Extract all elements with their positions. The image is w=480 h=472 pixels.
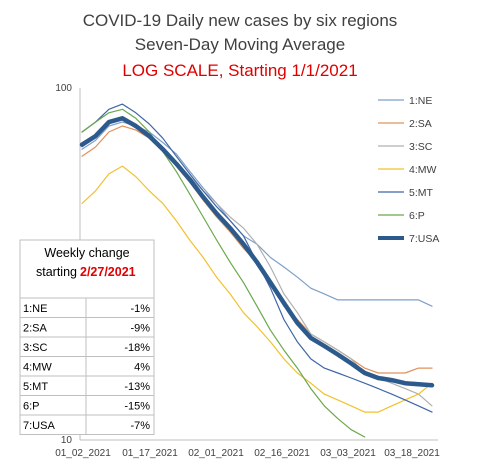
legend-label: 5:MT: [409, 187, 434, 199]
legend-label: 1:NE: [409, 95, 432, 107]
series-line-4-mw: [81, 165, 433, 413]
legend-label: 6:P: [409, 210, 425, 222]
series-layer: [79, 103, 435, 438]
table-header-line1: Weekly change: [44, 246, 129, 260]
series-line-6-p: [81, 108, 366, 438]
y-tick-label: 100: [55, 83, 72, 94]
table-row-value: 4%: [134, 362, 150, 374]
table-cell: [85, 414, 155, 435]
table-row-label: 7:USA: [23, 420, 55, 432]
table-row-label: 5:MT: [23, 381, 48, 393]
chart-subtitle: Seven-Day Moving Average: [135, 35, 345, 54]
legend-label: 2:SA: [409, 118, 432, 130]
table-row-label: 6:P: [23, 401, 40, 413]
table-rows: 1:NE -1% 2:SA -9% 3:SC -18% 4:MW 4% 5:MT -13% 6:P -…: [19, 297, 155, 435]
legend-label: 3:SC: [409, 141, 433, 153]
table-header-line2: starting: [36, 265, 77, 279]
series-line-7-usa: [79, 116, 435, 388]
table-header-date: 2/27/2021: [80, 265, 136, 279]
table-row-label: 4:MW: [23, 362, 52, 374]
chart-title: COVID-19 Daily new cases by six regions: [83, 11, 398, 30]
legend: 1:NE 2:SA 3:SC 4:MW 5:MT 6:P 7:USA: [378, 95, 439, 245]
x-tick-label: 01_17_2021: [122, 448, 178, 459]
weekly-change-table: Weekly change starting 2/27/2021 1:NE -1%…: [19, 239, 155, 435]
table-row-label: 3:SC: [23, 342, 48, 354]
table-row-label: 2:SA: [23, 323, 48, 335]
table-row-label: 1:NE: [23, 303, 47, 315]
chart-subtitle-red: LOG SCALE, Starting 1/1/2021: [122, 61, 357, 80]
table-row-value: -9%: [130, 323, 150, 335]
x-tick-label: 01_02_2021: [55, 448, 111, 459]
x-tick-label: 02_01_2021: [188, 448, 244, 459]
y-tick-label: 10: [61, 435, 73, 446]
legend-label: 7:USA: [409, 233, 439, 245]
table-row-value: -15%: [124, 401, 150, 413]
x-tick-label: 03_03_2021: [320, 448, 376, 459]
table-row-value: -13%: [124, 381, 150, 393]
table-row-value: -18%: [124, 342, 150, 354]
x-tick-label: 03_18_2021: [384, 448, 440, 459]
legend-label: 4:MW: [409, 164, 437, 176]
table-row-value: -1%: [130, 303, 150, 315]
x-tick-label: 02_16_2021: [254, 448, 310, 459]
table-row-value: -7%: [130, 420, 150, 432]
